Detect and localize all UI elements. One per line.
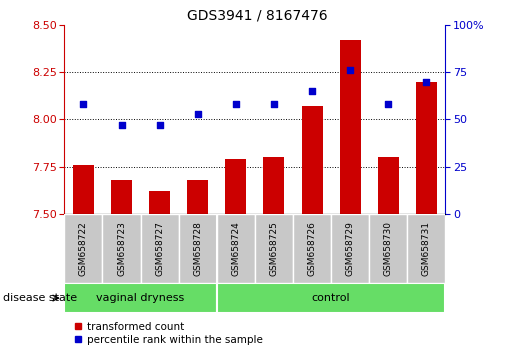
Point: [79, 102, 88, 107]
Text: GSM658722: GSM658722: [79, 221, 88, 276]
Text: disease state: disease state: [3, 293, 77, 303]
Bar: [179, 214, 217, 283]
Text: GDS3941 / 8167476: GDS3941 / 8167476: [187, 9, 328, 23]
Bar: [217, 283, 445, 313]
Text: GSM658730: GSM658730: [384, 221, 393, 276]
Point: [308, 88, 316, 94]
Bar: [111, 180, 132, 214]
Text: GSM658731: GSM658731: [422, 221, 431, 276]
Text: GSM658723: GSM658723: [117, 221, 126, 276]
Bar: [226, 159, 246, 214]
Point: [270, 102, 278, 107]
Bar: [340, 40, 360, 214]
Text: GSM658729: GSM658729: [346, 221, 355, 276]
Bar: [369, 214, 407, 283]
Bar: [64, 283, 217, 313]
Legend: transformed count, percentile rank within the sample: transformed count, percentile rank withi…: [70, 317, 267, 349]
Bar: [331, 214, 369, 283]
Bar: [141, 214, 179, 283]
Bar: [73, 165, 94, 214]
Text: GSM658724: GSM658724: [231, 221, 241, 276]
Text: control: control: [312, 293, 350, 303]
Bar: [407, 214, 445, 283]
Bar: [149, 192, 170, 214]
Bar: [217, 214, 255, 283]
Bar: [302, 106, 322, 214]
Bar: [64, 214, 102, 283]
Text: GSM658725: GSM658725: [269, 221, 279, 276]
Point: [156, 122, 164, 128]
Bar: [255, 214, 293, 283]
Text: GSM658728: GSM658728: [193, 221, 202, 276]
Point: [117, 122, 126, 128]
Text: vaginal dryness: vaginal dryness: [96, 293, 185, 303]
Bar: [264, 158, 284, 214]
Bar: [378, 158, 399, 214]
Bar: [293, 214, 331, 283]
Point: [384, 102, 392, 107]
Bar: [416, 82, 437, 214]
Bar: [102, 214, 141, 283]
Bar: [187, 180, 208, 214]
Point: [194, 111, 202, 116]
Point: [422, 79, 431, 84]
Text: GSM658726: GSM658726: [307, 221, 317, 276]
Point: [232, 102, 240, 107]
Text: GSM658727: GSM658727: [155, 221, 164, 276]
Point: [346, 67, 354, 73]
